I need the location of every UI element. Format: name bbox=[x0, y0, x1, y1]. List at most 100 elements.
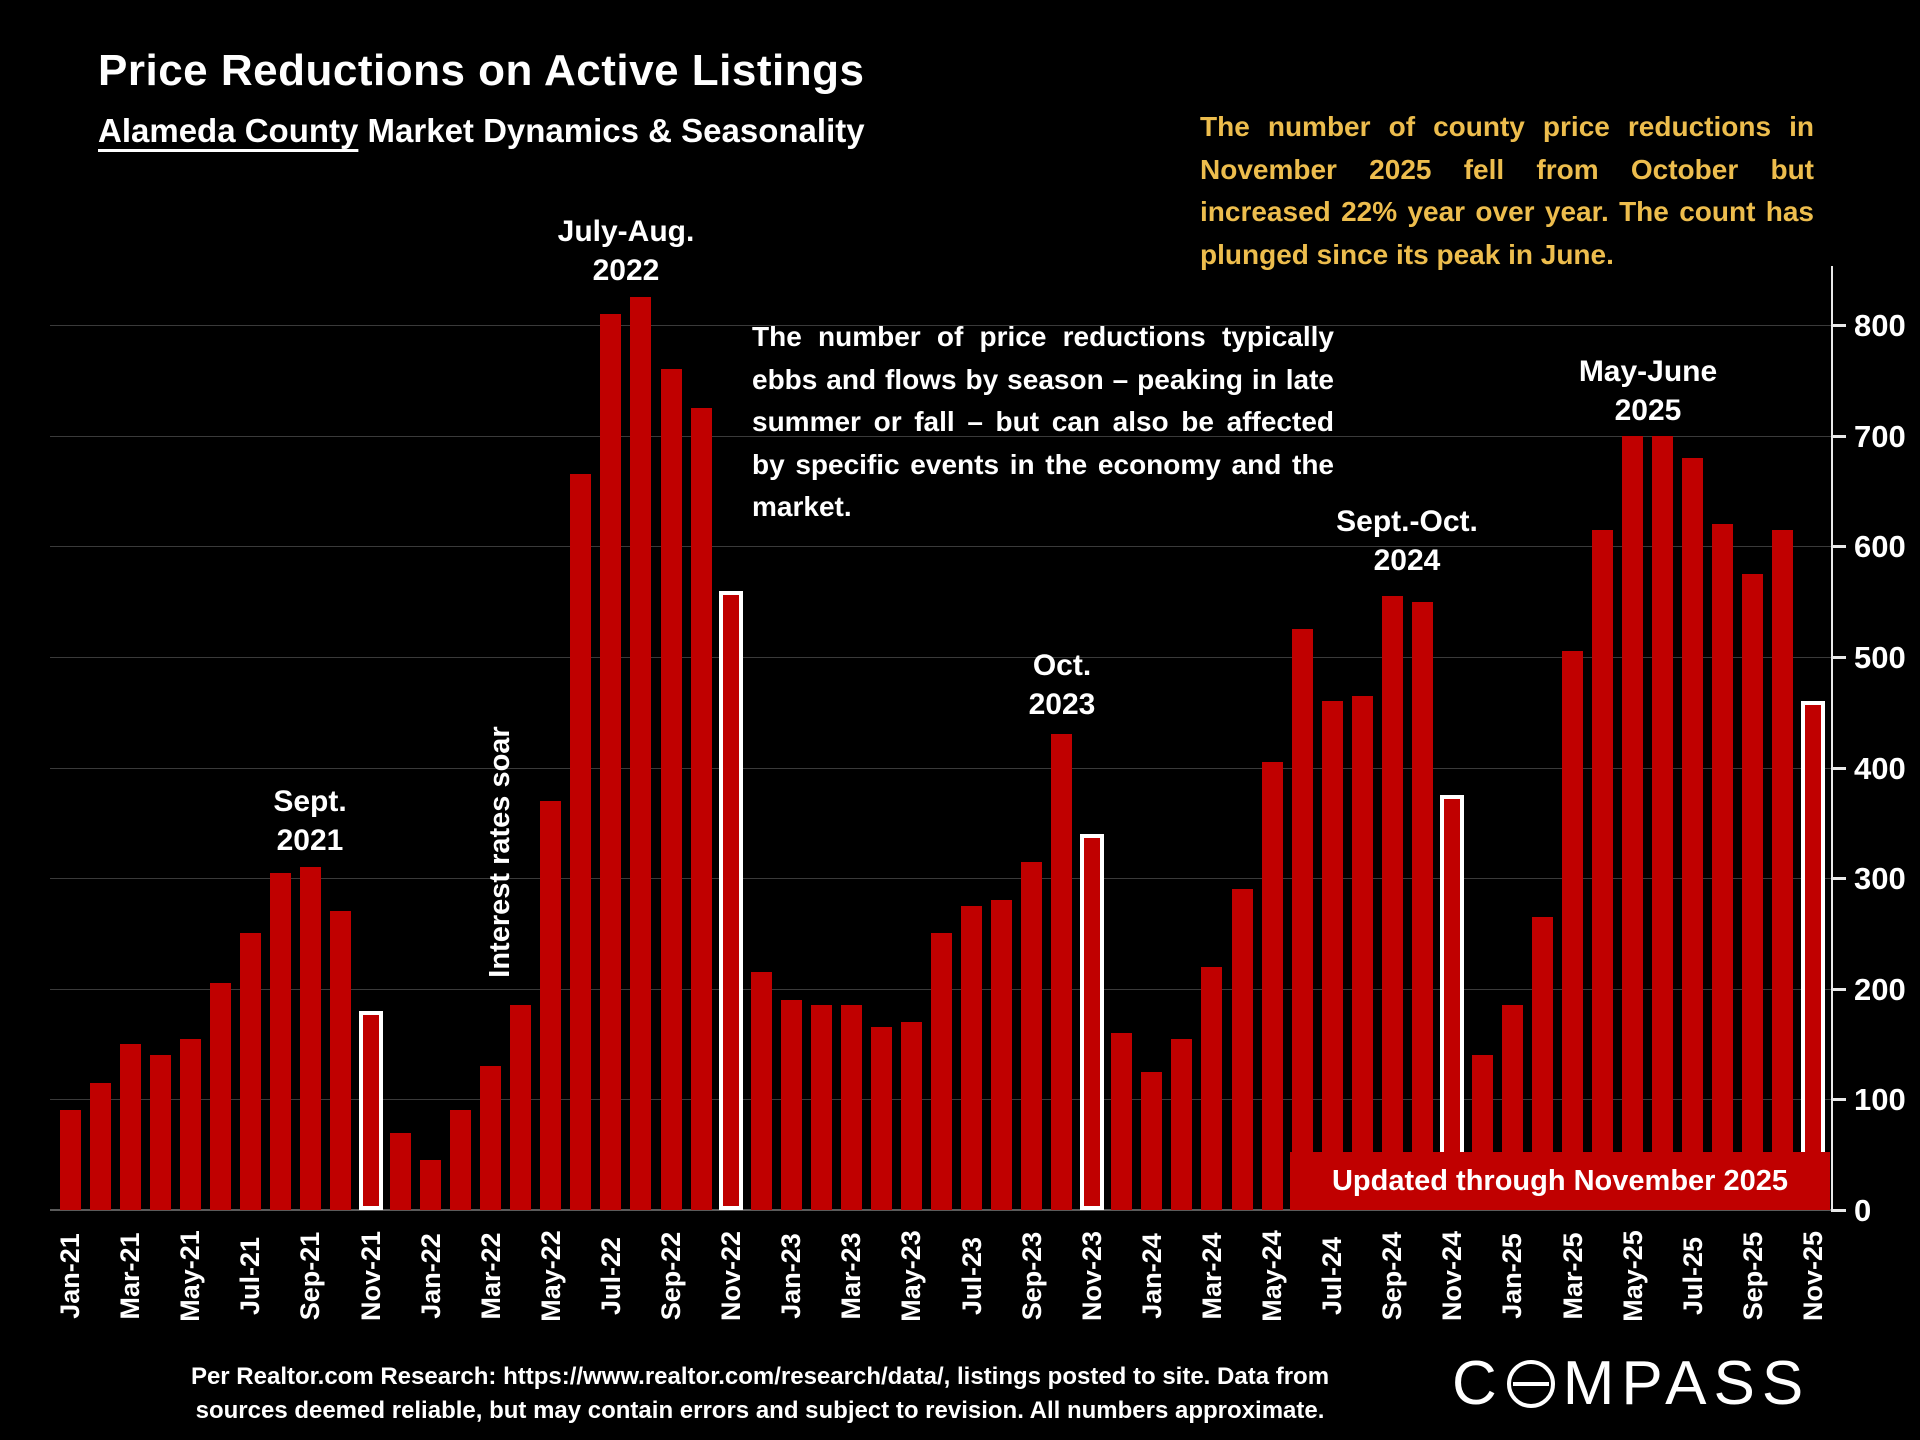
annotation-line: July-Aug. bbox=[557, 215, 695, 248]
bar-Aug-24 bbox=[1351, 695, 1373, 1210]
annotation-oct-2023: Oct. 2023 bbox=[962, 646, 1162, 724]
footnote-line-1: Per Realtor.com Research: https://www.re… bbox=[190, 1363, 1330, 1390]
x-axis-label-Nov-23: Nov-23 bbox=[1076, 1230, 1107, 1322]
bar-Aug-21 bbox=[269, 872, 291, 1210]
x-axis-label-Sep-21: Sep-21 bbox=[295, 1231, 326, 1321]
x-axis-label-May-24: May-24 bbox=[1257, 1230, 1288, 1322]
x-axis-label-Jul-23: Jul-23 bbox=[956, 1236, 987, 1316]
annotation-line: 2021 bbox=[276, 824, 344, 857]
x-axis-label-Jan-23: Jan-23 bbox=[776, 1233, 807, 1319]
subtitle-rest: Market Dynamics & Seasonality bbox=[358, 112, 865, 149]
bar-Feb-23 bbox=[810, 1005, 832, 1210]
x-axis-label-Jul-22: Jul-22 bbox=[595, 1236, 626, 1316]
bar-Nov-25 bbox=[1800, 701, 1825, 1210]
bar-Jun-22 bbox=[570, 474, 592, 1210]
footnote-line-2: sources deemed reliable, but may contain… bbox=[195, 1397, 1325, 1425]
bar-Jun-25 bbox=[1652, 435, 1674, 1210]
bar-Apr-22 bbox=[510, 1005, 532, 1210]
y-axis-label-300: 300 bbox=[1854, 861, 1906, 897]
y-axis-line bbox=[1831, 266, 1833, 1212]
x-axis-label-Sep-23: Sep-23 bbox=[1016, 1231, 1047, 1321]
y-axis-label-400: 400 bbox=[1854, 750, 1906, 786]
y-axis-label-600: 600 bbox=[1854, 529, 1906, 565]
bar-Jun-21 bbox=[209, 983, 231, 1210]
compass-logo: C MPASS bbox=[1452, 1348, 1810, 1419]
x-axis-label-Jul-25: Jul-25 bbox=[1677, 1236, 1708, 1316]
x-axis-label-Nov-22: Nov-22 bbox=[716, 1230, 747, 1322]
bar-Nov-21 bbox=[358, 1010, 383, 1210]
bar-Apr-25 bbox=[1592, 529, 1614, 1210]
source-footnote: Per Realtor.com Research: https://www.re… bbox=[175, 1360, 1345, 1428]
bar-Jul-25 bbox=[1682, 457, 1704, 1210]
x-axis-label-Jan-21: Jan-21 bbox=[55, 1233, 86, 1319]
gridline-600 bbox=[50, 546, 1831, 548]
bar-Oct-24 bbox=[1411, 601, 1433, 1210]
subtitle-county: Alameda County bbox=[98, 112, 359, 149]
bar-Aug-25 bbox=[1712, 524, 1734, 1210]
bar-Feb-21 bbox=[89, 1082, 111, 1210]
x-axis-label-May-23: May-23 bbox=[896, 1230, 927, 1322]
page-subtitle: Alameda County Market Dynamics & Seasona… bbox=[98, 112, 865, 150]
annotation-line: Sept. bbox=[273, 785, 347, 818]
bar-Aug-23 bbox=[991, 900, 1013, 1210]
y-axis-label-800: 800 bbox=[1854, 308, 1906, 343]
annotation-line: Oct. bbox=[1032, 649, 1092, 682]
bar-Apr-24 bbox=[1231, 889, 1253, 1210]
bar-Oct-21 bbox=[329, 911, 351, 1210]
annotation-line: 2025 bbox=[1614, 394, 1682, 427]
x-axis-label-Jul-21: Jul-21 bbox=[235, 1236, 266, 1316]
x-axis-label-Jan-22: Jan-22 bbox=[415, 1233, 446, 1319]
x-axis-label-Mar-23: Mar-23 bbox=[836, 1232, 867, 1320]
y-axis-label-500: 500 bbox=[1854, 639, 1906, 675]
bar-Dec-22 bbox=[750, 972, 772, 1210]
bar-Jan-21 bbox=[59, 1110, 81, 1210]
gridline-800 bbox=[50, 325, 1831, 326]
bar-Feb-22 bbox=[450, 1110, 472, 1210]
x-axis-label-Mar-21: Mar-21 bbox=[115, 1232, 146, 1320]
bar-Feb-25 bbox=[1532, 916, 1554, 1210]
compass-o-icon bbox=[1506, 1359, 1555, 1408]
gridline-300 bbox=[50, 878, 1831, 880]
x-axis-label-Jan-25: Jan-25 bbox=[1497, 1233, 1528, 1319]
gridline-500 bbox=[50, 656, 1831, 658]
bar-Jun-24 bbox=[1291, 629, 1313, 1210]
y-axis-tick bbox=[1833, 987, 1846, 991]
y-axis-tick bbox=[1833, 545, 1846, 549]
x-axis-label-Jan-24: Jan-24 bbox=[1136, 1233, 1167, 1319]
updated-banner: Updated through November 2025 bbox=[1290, 1152, 1830, 1210]
x-axis-baseline bbox=[50, 1209, 1831, 1211]
annotation-line: May-June bbox=[1578, 355, 1718, 388]
yellow-callout: The number of county price reductions in… bbox=[1200, 111, 1814, 270]
bar-Feb-24 bbox=[1171, 1038, 1193, 1210]
bar-Dec-23 bbox=[1111, 1033, 1133, 1210]
y-axis-tick bbox=[1833, 655, 1846, 659]
bar-May-23 bbox=[900, 1021, 922, 1210]
annotation-sept-2021: Sept. 2021 bbox=[210, 782, 410, 860]
y-axis-label-200: 200 bbox=[1854, 971, 1906, 1007]
bar-May-21 bbox=[179, 1038, 201, 1210]
annotation-sept-oct-2024: Sept.-Oct. 2024 bbox=[1282, 502, 1532, 580]
x-axis-label-Mar-22: Mar-22 bbox=[475, 1232, 506, 1320]
bar-May-24 bbox=[1261, 761, 1283, 1210]
x-axis-label-Nov-24: Nov-24 bbox=[1437, 1230, 1468, 1322]
x-axis-label-May-25: May-25 bbox=[1617, 1230, 1648, 1322]
bar-Dec-21 bbox=[390, 1132, 412, 1210]
y-axis-tick bbox=[1833, 1098, 1846, 1102]
y-axis-tick bbox=[1833, 766, 1846, 770]
logo-text-mpass: MPASS bbox=[1562, 1349, 1811, 1418]
annotation-line: 2024 bbox=[1373, 544, 1441, 577]
bar-Jul-22 bbox=[600, 313, 622, 1210]
bar-Oct-22 bbox=[690, 407, 712, 1210]
x-axis-label-Nov-25: Nov-25 bbox=[1797, 1230, 1828, 1322]
bar-Sep-22 bbox=[660, 369, 682, 1210]
bar-Mar-21 bbox=[119, 1044, 141, 1210]
x-axis-label-Mar-24: Mar-24 bbox=[1196, 1232, 1227, 1320]
bar-Jul-24 bbox=[1321, 701, 1343, 1210]
bar-Mar-22 bbox=[480, 1066, 502, 1210]
seasonality-note: The number of price reductions typically… bbox=[752, 321, 1334, 523]
bar-May-25 bbox=[1622, 435, 1644, 1210]
bar-Nov-23 bbox=[1079, 833, 1104, 1210]
y-axis-label-100: 100 bbox=[1854, 1082, 1906, 1118]
